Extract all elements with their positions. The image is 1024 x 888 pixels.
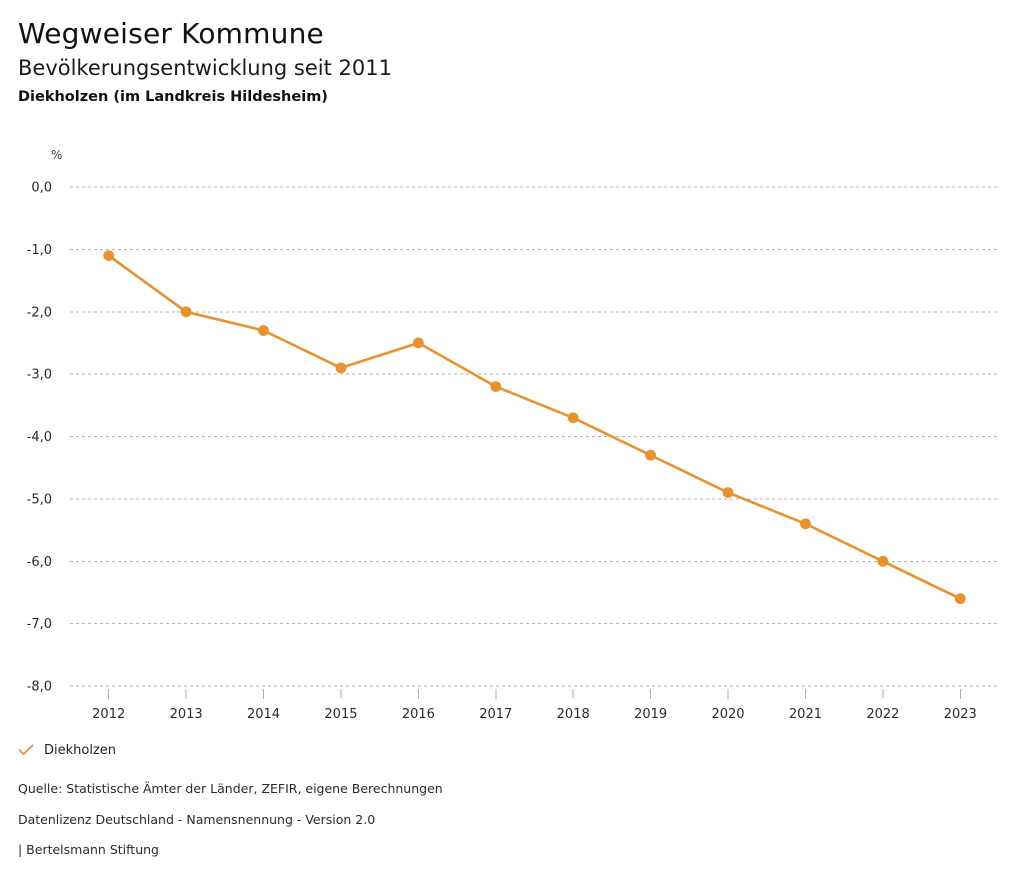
y-axis-tick-label: -4,0: [27, 430, 52, 445]
legend-item-label[interactable]: Diekholzen: [44, 742, 117, 758]
data-point[interactable]: [335, 362, 347, 374]
x-axis-tick-label: 2019: [634, 707, 667, 722]
region-title: Diekholzen (im Landkreis Hildesheim): [18, 89, 328, 106]
x-axis-tick-label: 2015: [324, 707, 357, 722]
chart-footer: Quelle: Statistische Ämter der Länder, Z…: [18, 781, 918, 857]
x-axis-tick-label: 2013: [170, 707, 203, 722]
data-point[interactable]: [490, 381, 502, 392]
data-point[interactable]: [800, 518, 811, 530]
chart-subtitle: Bevölkerungsentwicklung seit 2011: [18, 56, 392, 81]
chart-svg: 0,0 -1,0 -2,0 -3,0 -4,0 -5,0 -6,0 -7,0 -8,0 2012…: [27, 148, 999, 722]
y-axis-tick-label: 0,0: [31, 181, 52, 196]
chart-header: Wegweiser Kommune Bevölkerungsentwicklun…: [0, 0, 1024, 106]
check-icon[interactable]: [18, 742, 34, 758]
x-axis-tick-label: 2012: [92, 707, 125, 722]
y-axis-tick-label: -6,0: [27, 555, 52, 570]
source-text: Quelle: Statistische Ämter der Länder, Z…: [18, 781, 443, 796]
chart-legend[interactable]: Diekholzen: [18, 742, 116, 758]
license-text: Datenlizenz Deutschland - Namensnennung …: [18, 811, 376, 827]
y-axis-tick-label: -3,0: [27, 368, 52, 383]
x-axis-tick-label: 2021: [789, 707, 822, 722]
y-axis-tick-label: -8,0: [27, 680, 52, 695]
y-axis-tick-labels: 0,0 -1,0 -2,0 -3,0 -4,0 -5,0 -6,0 -7,0 -8,0: [27, 181, 52, 695]
data-point[interactable]: [567, 412, 579, 424]
data-point[interactable]: [180, 306, 192, 318]
x-axis-tick-label: 2017: [479, 707, 512, 722]
x-axis-tick-label: 2020: [711, 707, 744, 722]
y-axis-tick-label: -1,0: [27, 243, 52, 258]
data-point[interactable]: [258, 325, 269, 336]
data-point[interactable]: [954, 593, 966, 605]
y-axis-unit-label: %: [51, 148, 62, 162]
y-axis-tick-label: -7,0: [27, 617, 52, 632]
data-point[interactable]: [877, 555, 889, 567]
x-axis-tick-labels: 2012 2013 2014 2015 2016 2017 2018 2019 2020 2021…: [92, 707, 977, 722]
gridlines: [70, 186, 999, 687]
x-axis-tick-label: 2018: [557, 707, 590, 722]
x-axis-tick-label: 2016: [402, 707, 435, 722]
data-point[interactable]: [645, 449, 656, 461]
line-chart: 0,0 -1,0 -2,0 -3,0 -4,0 -5,0 -6,0 -7,0 -8,0 2012…: [0, 135, 1024, 735]
x-axis-tick-label: 2023: [944, 707, 977, 722]
x-axis-tick-label: 2022: [866, 707, 899, 722]
data-series: [103, 250, 966, 605]
series-line: [107, 254, 962, 601]
y-axis-tick-label: -5,0: [27, 492, 52, 507]
data-point[interactable]: [722, 487, 734, 498]
x-axis-tick-label: 2014: [247, 707, 280, 722]
data-point[interactable]: [413, 337, 424, 349]
publisher-text: | Bertelsmann Stiftung: [18, 842, 159, 857]
page-title: Wegweiser Kommune: [18, 17, 324, 50]
data-point[interactable]: [103, 250, 115, 261]
x-axis-tick-marks: [108, 689, 961, 699]
y-axis-tick-label: -2,0: [27, 305, 52, 320]
